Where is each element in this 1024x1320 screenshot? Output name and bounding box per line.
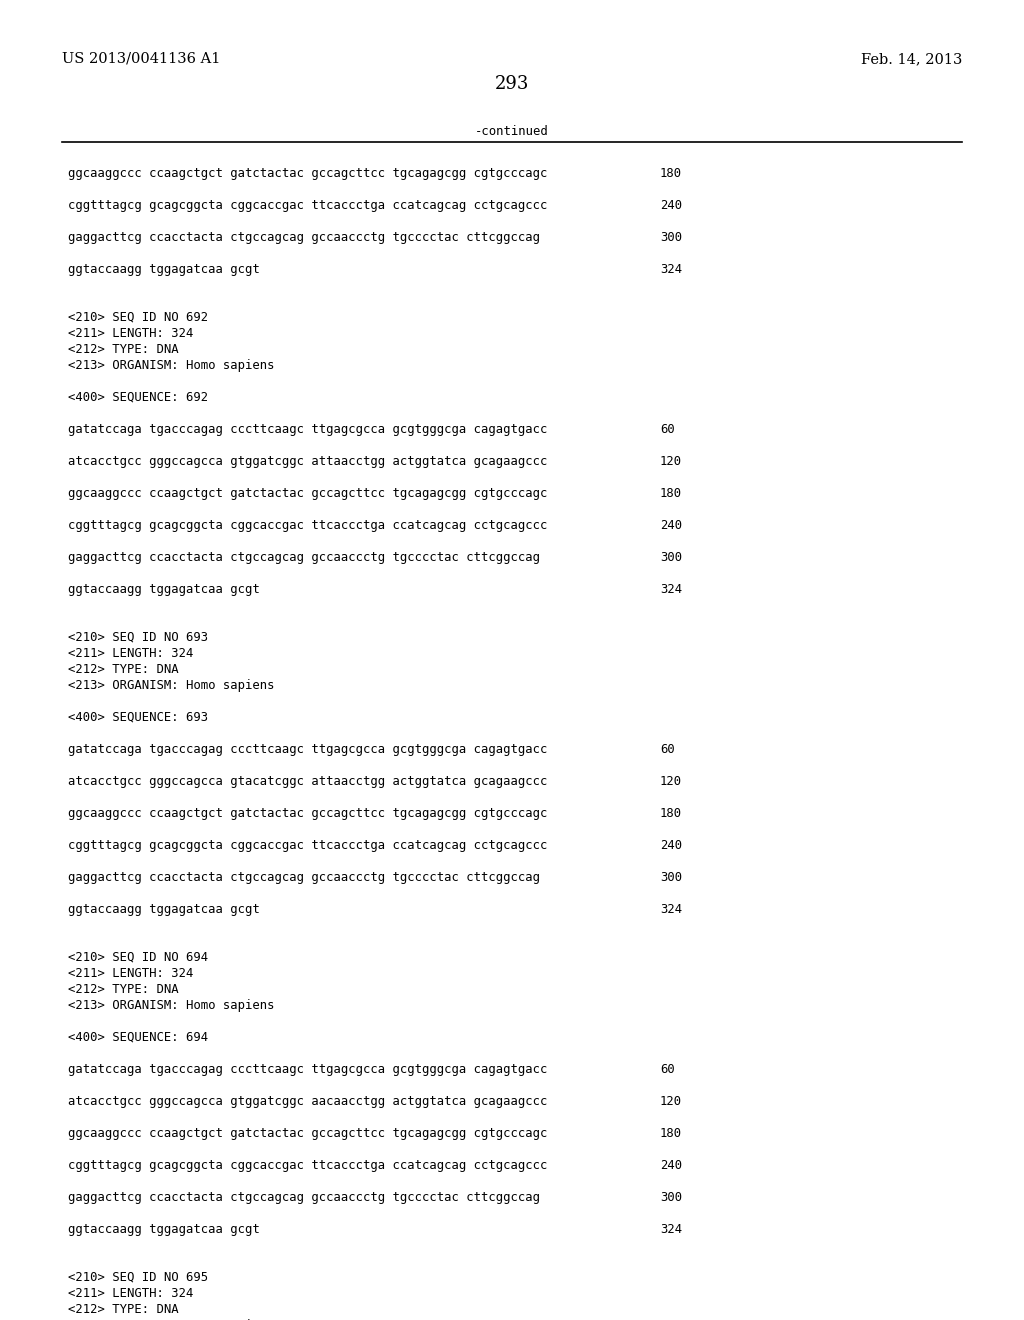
Text: ggtaccaagg tggagatcaa gcgt: ggtaccaagg tggagatcaa gcgt xyxy=(68,583,260,597)
Text: <213> ORGANISM: Homo sapiens: <213> ORGANISM: Homo sapiens xyxy=(68,359,274,372)
Text: ggcaaggccc ccaagctgct gatctactac gccagcttcc tgcagagcgg cgtgcccagc: ggcaaggccc ccaagctgct gatctactac gccagct… xyxy=(68,168,548,180)
Text: ggcaaggccc ccaagctgct gatctactac gccagcttcc tgcagagcgg cgtgcccagc: ggcaaggccc ccaagctgct gatctactac gccagct… xyxy=(68,1127,548,1140)
Text: atcacctgcc gggccagcca gtggatcggc attaacctgg actggtatca gcagaagccc: atcacctgcc gggccagcca gtggatcggc attaacc… xyxy=(68,455,548,469)
Text: 300: 300 xyxy=(660,1191,682,1204)
Text: <211> LENGTH: 324: <211> LENGTH: 324 xyxy=(68,327,194,341)
Text: <213> ORGANISM: Homo sapiens: <213> ORGANISM: Homo sapiens xyxy=(68,678,274,692)
Text: 324: 324 xyxy=(660,583,682,597)
Text: 324: 324 xyxy=(660,1224,682,1236)
Text: <212> TYPE: DNA: <212> TYPE: DNA xyxy=(68,1303,178,1316)
Text: gaggacttcg ccacctacta ctgccagcag gccaaccctg tgcccctac cttcggccag: gaggacttcg ccacctacta ctgccagcag gccaacc… xyxy=(68,231,540,244)
Text: <211> LENGTH: 324: <211> LENGTH: 324 xyxy=(68,1287,194,1300)
Text: -continued: -continued xyxy=(475,125,549,139)
Text: gaggacttcg ccacctacta ctgccagcag gccaaccctg tgcccctac cttcggccag: gaggacttcg ccacctacta ctgccagcag gccaacc… xyxy=(68,1191,540,1204)
Text: atcacctgcc gggccagcca gtacatcggc attaacctgg actggtatca gcagaagccc: atcacctgcc gggccagcca gtacatcggc attaacc… xyxy=(68,775,548,788)
Text: gatatccaga tgacccagag cccttcaagc ttgagcgcca gcgtgggcga cagagtgacc: gatatccaga tgacccagag cccttcaagc ttgagcg… xyxy=(68,743,548,756)
Text: <400> SEQUENCE: 692: <400> SEQUENCE: 692 xyxy=(68,391,208,404)
Text: <213> ORGANISM: Homo sapiens: <213> ORGANISM: Homo sapiens xyxy=(68,999,274,1012)
Text: 180: 180 xyxy=(660,168,682,180)
Text: 324: 324 xyxy=(660,263,682,276)
Text: cggtttagcg gcagcggcta cggcaccgac ttcaccctga ccatcagcag cctgcagccc: cggtttagcg gcagcggcta cggcaccgac ttcaccc… xyxy=(68,840,548,851)
Text: gatatccaga tgacccagag cccttcaagc ttgagcgcca gcgtgggcga cagagtgacc: gatatccaga tgacccagag cccttcaagc ttgagcg… xyxy=(68,422,548,436)
Text: 300: 300 xyxy=(660,231,682,244)
Text: <400> SEQUENCE: 693: <400> SEQUENCE: 693 xyxy=(68,711,208,723)
Text: ggcaaggccc ccaagctgct gatctactac gccagcttcc tgcagagcgg cgtgcccagc: ggcaaggccc ccaagctgct gatctactac gccagct… xyxy=(68,807,548,820)
Text: <210> SEQ ID NO 693: <210> SEQ ID NO 693 xyxy=(68,631,208,644)
Text: 300: 300 xyxy=(660,871,682,884)
Text: <210> SEQ ID NO 694: <210> SEQ ID NO 694 xyxy=(68,950,208,964)
Text: 60: 60 xyxy=(660,1063,675,1076)
Text: ggtaccaagg tggagatcaa gcgt: ggtaccaagg tggagatcaa gcgt xyxy=(68,263,260,276)
Text: 60: 60 xyxy=(660,422,675,436)
Text: 120: 120 xyxy=(660,775,682,788)
Text: gatatccaga tgacccagag cccttcaagc ttgagcgcca gcgtgggcga cagagtgacc: gatatccaga tgacccagag cccttcaagc ttgagcg… xyxy=(68,1063,548,1076)
Text: <211> LENGTH: 324: <211> LENGTH: 324 xyxy=(68,968,194,979)
Text: gaggacttcg ccacctacta ctgccagcag gccaaccctg tgcccctac cttcggccag: gaggacttcg ccacctacta ctgccagcag gccaacc… xyxy=(68,871,540,884)
Text: <210> SEQ ID NO 695: <210> SEQ ID NO 695 xyxy=(68,1271,208,1284)
Text: ggtaccaagg tggagatcaa gcgt: ggtaccaagg tggagatcaa gcgt xyxy=(68,903,260,916)
Text: <212> TYPE: DNA: <212> TYPE: DNA xyxy=(68,343,178,356)
Text: <211> LENGTH: 324: <211> LENGTH: 324 xyxy=(68,647,194,660)
Text: cggtttagcg gcagcggcta cggcaccgac ttcaccctga ccatcagcag cctgcagccc: cggtttagcg gcagcggcta cggcaccgac ttcaccc… xyxy=(68,519,548,532)
Text: 240: 240 xyxy=(660,1159,682,1172)
Text: 300: 300 xyxy=(660,550,682,564)
Text: 324: 324 xyxy=(660,903,682,916)
Text: 180: 180 xyxy=(660,487,682,500)
Text: <212> TYPE: DNA: <212> TYPE: DNA xyxy=(68,983,178,997)
Text: <210> SEQ ID NO 692: <210> SEQ ID NO 692 xyxy=(68,312,208,323)
Text: 240: 240 xyxy=(660,519,682,532)
Text: 60: 60 xyxy=(660,743,675,756)
Text: 180: 180 xyxy=(660,1127,682,1140)
Text: ggcaaggccc ccaagctgct gatctactac gccagcttcc tgcagagcgg cgtgcccagc: ggcaaggccc ccaagctgct gatctactac gccagct… xyxy=(68,487,548,500)
Text: Feb. 14, 2013: Feb. 14, 2013 xyxy=(860,51,962,66)
Text: gaggacttcg ccacctacta ctgccagcag gccaaccctg tgcccctac cttcggccag: gaggacttcg ccacctacta ctgccagcag gccaacc… xyxy=(68,550,540,564)
Text: 240: 240 xyxy=(660,840,682,851)
Text: 240: 240 xyxy=(660,199,682,213)
Text: <212> TYPE: DNA: <212> TYPE: DNA xyxy=(68,663,178,676)
Text: 120: 120 xyxy=(660,455,682,469)
Text: 180: 180 xyxy=(660,807,682,820)
Text: ggtaccaagg tggagatcaa gcgt: ggtaccaagg tggagatcaa gcgt xyxy=(68,1224,260,1236)
Text: cggtttagcg gcagcggcta cggcaccgac ttcaccctga ccatcagcag cctgcagccc: cggtttagcg gcagcggcta cggcaccgac ttcaccc… xyxy=(68,199,548,213)
Text: atcacctgcc gggccagcca gtggatcggc aacaacctgg actggtatca gcagaagccc: atcacctgcc gggccagcca gtggatcggc aacaacc… xyxy=(68,1096,548,1107)
Text: 120: 120 xyxy=(660,1096,682,1107)
Text: <400> SEQUENCE: 694: <400> SEQUENCE: 694 xyxy=(68,1031,208,1044)
Text: cggtttagcg gcagcggcta cggcaccgac ttcaccctga ccatcagcag cctgcagccc: cggtttagcg gcagcggcta cggcaccgac ttcaccc… xyxy=(68,1159,548,1172)
Text: 293: 293 xyxy=(495,75,529,92)
Text: US 2013/0041136 A1: US 2013/0041136 A1 xyxy=(62,51,220,66)
